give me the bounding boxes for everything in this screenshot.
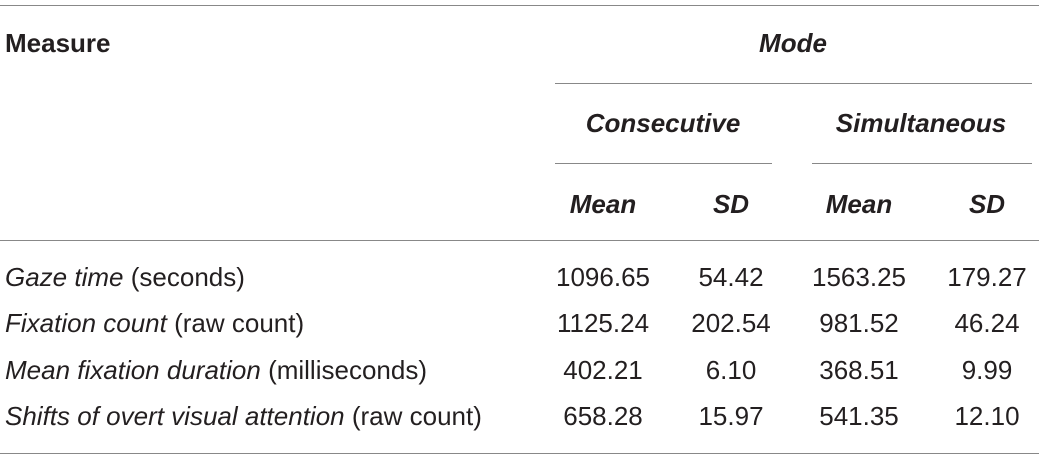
stat-header: Mean (569, 189, 637, 219)
row-label: Mean fixation duration (milliseconds) (5, 355, 427, 385)
measure-unit: (raw count) (351, 401, 482, 431)
header-rule (0, 240, 1039, 241)
group-rule (555, 163, 772, 164)
measure-term: Mean fixation duration (5, 355, 261, 385)
measure-term: Shifts of overt visual attention (5, 401, 345, 431)
measure-term: Gaze time (5, 262, 124, 292)
row-label: Fixation count (raw count) (5, 308, 304, 338)
cell-value: 541.35 (819, 401, 899, 431)
group-header: Consecutive (585, 108, 741, 138)
measure-unit: (milliseconds) (268, 355, 427, 385)
row-label: Shifts of overt visual attention (raw co… (5, 401, 482, 431)
row-label: Gaze time (seconds) (5, 262, 245, 292)
cell-value: 6.10 (705, 355, 757, 385)
cell-value: 402.21 (563, 355, 643, 385)
measure-unit: (seconds) (130, 262, 245, 292)
bottom-rule (0, 453, 1039, 454)
top-rule (0, 5, 1039, 6)
cell-value: 1096.65 (556, 262, 650, 292)
cell-value: 46.24 (954, 308, 1020, 338)
cell-value: 1563.25 (812, 262, 906, 292)
cell-value: 15.97 (698, 401, 764, 431)
cell-value: 12.10 (954, 401, 1020, 431)
mode-header: Mode (759, 28, 827, 58)
measure-header: Measure (5, 28, 111, 58)
cell-value: 54.42 (698, 262, 764, 292)
stat-header: SD (712, 189, 750, 219)
group-rule (812, 163, 1032, 164)
group-header: Simultaneous (835, 108, 1007, 138)
cell-value: 981.52 (819, 308, 899, 338)
cell-value: 179.27 (947, 262, 1027, 292)
cell-value: 9.99 (961, 355, 1013, 385)
cell-value: 658.28 (563, 401, 643, 431)
mode-rule (555, 83, 1032, 84)
measure-term: Fixation count (5, 308, 167, 338)
cell-value: 202.54 (691, 308, 771, 338)
cell-value: 368.51 (819, 355, 899, 385)
stat-header: SD (968, 189, 1006, 219)
cell-value: 1125.24 (556, 308, 650, 338)
measure-unit: (raw count) (174, 308, 305, 338)
stat-header: Mean (825, 189, 893, 219)
